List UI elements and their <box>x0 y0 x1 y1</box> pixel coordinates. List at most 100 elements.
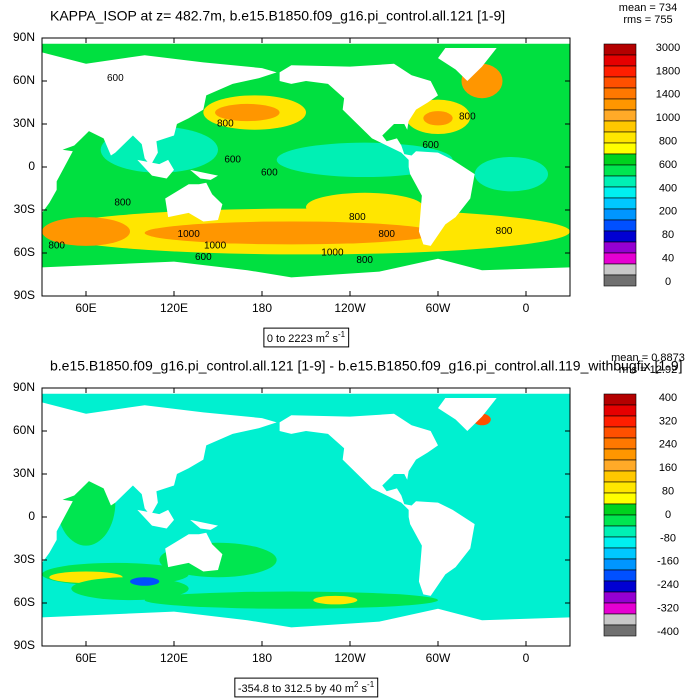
colorbar-box <box>603 481 637 494</box>
contour-label: 600 <box>261 167 278 178</box>
lon-label: 60W <box>426 301 451 315</box>
colorbar-label: 600 <box>659 159 677 171</box>
contour-label: 800 <box>217 119 234 130</box>
contour-label: 800 <box>459 111 476 122</box>
colorbar-box <box>603 54 637 67</box>
field-patch <box>474 156 548 192</box>
field-patch <box>144 591 438 609</box>
colorbar-box <box>603 591 637 604</box>
colorbar-label: 40 <box>662 253 674 265</box>
panel-title: KAPPA_ISOP at z= 482.7m, b.e15.B1850.f09… <box>50 8 505 24</box>
range-label: -354.8 to 312.5 by 40 m2 s-1 <box>238 680 375 695</box>
colorbar-label: 1000 <box>656 112 680 124</box>
colorbar-box <box>603 186 637 199</box>
colorbar-label: 400 <box>659 182 677 194</box>
map-field <box>42 38 570 296</box>
colorbar-box <box>603 241 637 254</box>
field-patch <box>306 192 424 222</box>
lon-label: 120E <box>160 651 188 665</box>
colorbar-label: 400 <box>659 392 677 404</box>
range-box <box>263 327 350 348</box>
colorbar-box <box>603 87 637 100</box>
colorbar-box <box>603 153 637 166</box>
colorbar-box <box>603 580 637 593</box>
colorbar-label: 0 <box>665 509 671 521</box>
range-label-part: 2 <box>354 680 359 689</box>
colorbar-box <box>603 175 637 188</box>
colorbar-label: -240 <box>657 579 679 591</box>
contour-label: 1000 <box>204 240 227 251</box>
map-field <box>42 388 570 646</box>
contour-label: 800 <box>349 212 366 223</box>
colorbar-box <box>603 558 637 571</box>
land <box>42 402 277 563</box>
colorbar-label: 0 <box>665 276 671 288</box>
colorbar-box <box>603 503 637 516</box>
colorbar-label: -320 <box>657 603 679 615</box>
field-patch <box>71 577 189 601</box>
colorbar-box <box>603 274 637 287</box>
colorbar-box <box>603 131 637 144</box>
colorbar-box <box>603 208 637 221</box>
colorbar-box <box>603 109 637 122</box>
field-patch <box>42 217 130 246</box>
contour-label: 600 <box>224 154 241 165</box>
range-label-part: 0 to 2223 m <box>267 333 325 345</box>
lon-label: 0 <box>523 301 530 315</box>
contour-label: 800 <box>114 197 131 208</box>
land <box>279 63 475 246</box>
colorbar-box <box>603 624 637 637</box>
colorbar-box <box>603 492 637 505</box>
land <box>42 388 570 394</box>
contour-label: 800 <box>378 229 395 240</box>
lon-label: 60E <box>75 651 96 665</box>
colorbar-box <box>603 230 637 243</box>
colorbar-label: 80 <box>662 486 674 498</box>
colorbar-label: 160 <box>659 462 677 474</box>
colorbar-box <box>603 197 637 210</box>
land <box>190 169 218 180</box>
colorbar-box <box>603 76 637 89</box>
land <box>165 532 223 572</box>
field-patch <box>100 126 218 173</box>
stat-label: rms = 755 <box>623 14 672 26</box>
lat-label: 90S <box>14 288 35 302</box>
lon-label: 60W <box>426 651 451 665</box>
lon-label: 180 <box>252 301 272 315</box>
range-label-part: -354.8 to 312.5 by 40 m <box>238 683 354 695</box>
lat-label: 90S <box>14 638 35 652</box>
lat-label: 30S <box>14 552 35 566</box>
colorbar-label: 1400 <box>656 89 680 101</box>
range-label-part: s <box>358 683 367 695</box>
colorbar-box <box>603 164 637 177</box>
lat-label: 30N <box>13 116 35 130</box>
colorbar-box <box>603 525 637 538</box>
land <box>438 398 497 431</box>
stat-label: rms = 12.92 <box>619 364 677 376</box>
contour-label: 800 <box>496 226 513 237</box>
land <box>137 509 174 529</box>
land <box>137 159 174 179</box>
colorbar-box <box>603 547 637 560</box>
contour-label: 800 <box>356 255 373 266</box>
colorbar-label: 80 <box>662 229 674 241</box>
colorbar-box <box>603 536 637 549</box>
land <box>42 608 570 646</box>
colorbar-box <box>603 470 637 483</box>
stat-label: mean = 0.8873 <box>611 352 685 364</box>
lat-label: 0 <box>28 509 35 523</box>
colorbar-box <box>603 65 637 78</box>
colorbar-label: -160 <box>657 556 679 568</box>
contour-label: 1000 <box>178 229 201 240</box>
lat-label: 90N <box>13 30 35 44</box>
colorbar-box <box>603 437 637 450</box>
colorbar-label: 3000 <box>656 42 680 54</box>
range-label-part: s <box>329 333 338 345</box>
lon-label: 180 <box>252 651 272 665</box>
field-patch <box>313 595 358 605</box>
lat-label: 30N <box>13 466 35 480</box>
colorbar-box <box>603 43 637 56</box>
lon-label: 0 <box>523 651 530 665</box>
colorbar-box <box>603 514 637 527</box>
